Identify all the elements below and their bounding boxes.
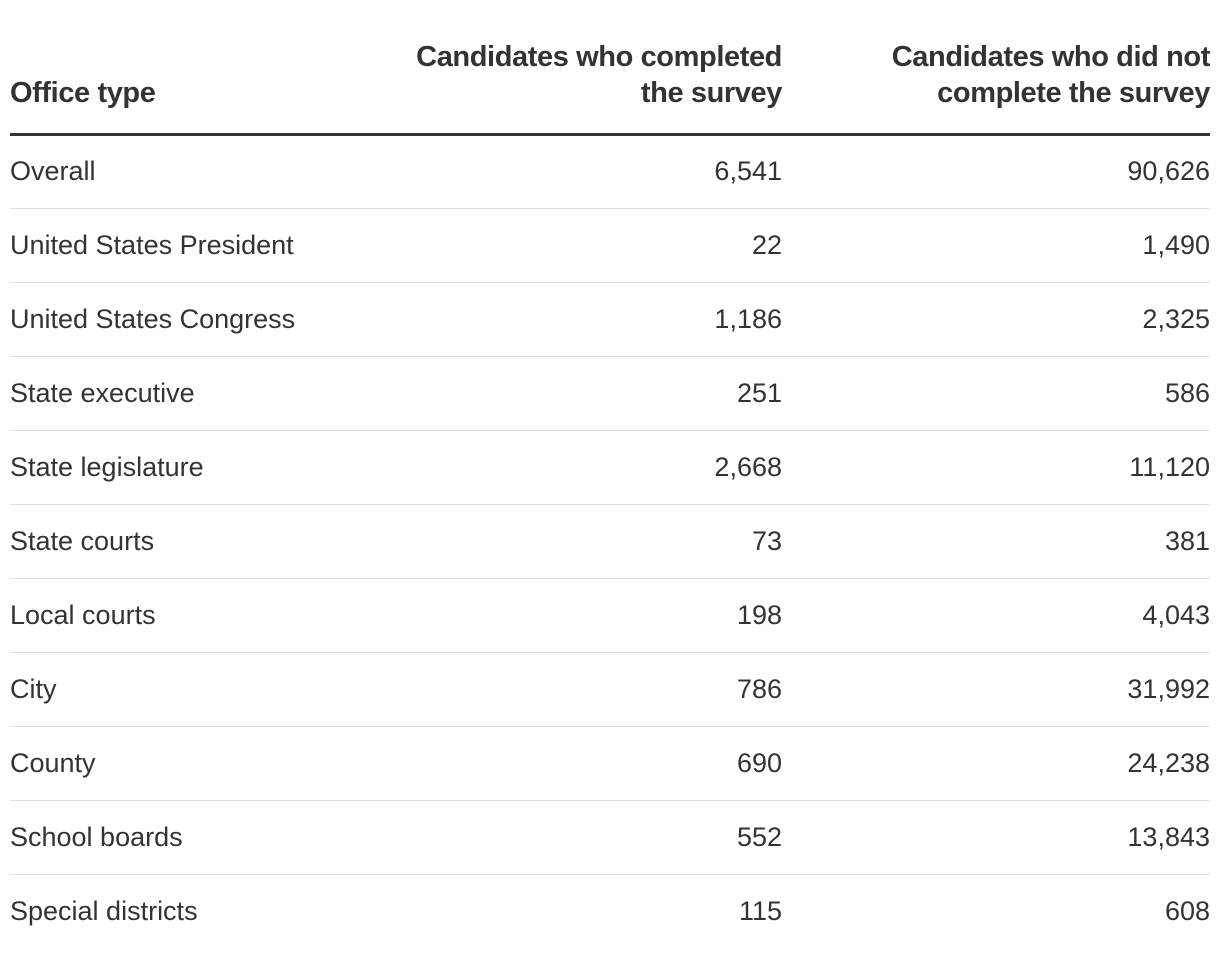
cell-completed: 251 [390,356,782,431]
cell-completed: 115 [738,895,782,926]
cell-not-completed: 2,325 [782,282,1210,357]
cell-office-type: School boards [10,800,390,875]
table-body: Overall 6,541 90,626 United States Presiden… [10,134,1210,948]
table-row: School boards 552 13,843 [10,800,1210,875]
cell-completed: 552 [390,800,782,875]
cell-not-completed: 1,490 [782,208,1210,283]
cell-office-type: Special districts [10,895,198,926]
table-row: State legislature 2,668 11,120 [10,430,1210,505]
cell-not-completed: 31,992 [782,652,1210,727]
cell-office-type: Local courts [10,578,390,653]
cell-completed: 2,668 [390,430,782,505]
table-row: Local courts 198 4,043 [10,578,1210,653]
cell-completed: 786 [390,652,782,727]
table-row: United States President 22 1,490 [10,208,1210,283]
cell-not-completed: 24,238 [782,726,1210,801]
table-row: State courts 73 381 [10,504,1210,579]
column-header-office-type: Office type [10,0,390,136]
header-row: Office type Candidates who completed the… [10,0,1211,136]
cell-not-completed: 4,043 [782,578,1210,653]
survey-completion-table: Office type Candidates who completed the… [10,0,1210,948]
column-header-not-completed: Candidates who did not complete the surv… [782,0,1211,136]
cell-not-completed: 381 [782,504,1210,579]
column-header-label: Candidates who did not complete the surv… [891,40,1211,109]
cell-office-type: United States President [10,208,390,283]
cell-not-completed: 586 [782,356,1210,431]
column-header-label: Office type [10,76,156,109]
cell-completed: 6,541 [390,134,782,209]
cell-not-completed: 90,626 [782,134,1210,209]
table-header: Office type Candidates who completed the… [10,0,1211,136]
column-header-label: Candidates who completed the survey [416,40,782,109]
cell-completed: 22 [390,208,782,283]
table-row: Special districts 115 608 [10,874,1210,948]
cell-office-type: Overall [10,134,390,209]
cell-not-completed: 608 [1164,895,1210,926]
cell-completed: 690 [390,726,782,801]
cell-completed: 198 [390,578,782,653]
cell-office-type: County [10,726,390,801]
cell-office-type: State legislature [10,430,390,505]
table-wrapper: Office type Candidates who completed the… [10,0,1210,948]
table-row: City 786 31,992 [10,652,1210,727]
cell-completed: 73 [390,504,782,579]
column-header-completed: Candidates who completed the survey [390,0,782,136]
table-row: United States Congress 1,186 2,325 [10,282,1210,357]
cell-office-type: State courts [10,504,390,579]
cell-completed: 1,186 [390,282,782,357]
table-row: Overall 6,541 90,626 [10,134,1210,209]
cell-not-completed: 13,843 [782,800,1210,875]
table-row: State executive 251 586 [10,356,1210,431]
table-row: County 690 24,238 [10,726,1210,801]
cell-office-type: United States Congress [10,282,390,357]
cell-office-type: City [10,652,390,727]
cell-office-type: State executive [10,356,390,431]
cell-not-completed: 11,120 [782,430,1210,505]
